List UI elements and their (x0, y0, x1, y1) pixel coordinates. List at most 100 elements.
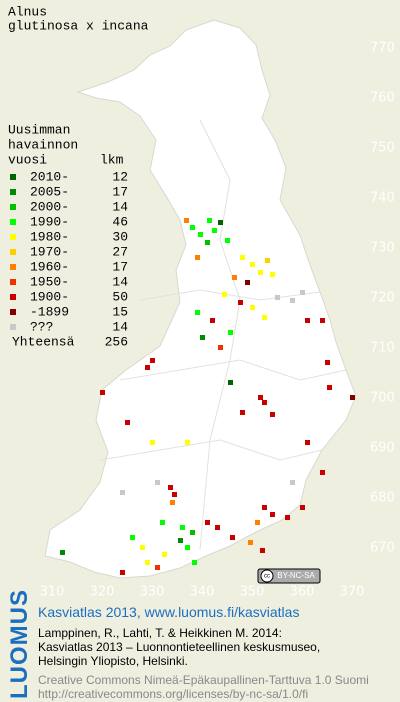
x-coordinate-label: 360 (290, 585, 315, 600)
occurrence-square (232, 275, 237, 280)
occurrence-square (290, 480, 295, 485)
occurrence-square (162, 552, 167, 557)
y-coordinate-label: 720 (370, 291, 395, 306)
legend-label: ??? (30, 319, 53, 334)
legend-total-label: Yhteensä (12, 334, 75, 349)
legend-label: 2000- (30, 199, 69, 214)
occurrence-square (218, 220, 223, 225)
occurrence-squares (60, 218, 355, 575)
legend-swatch (10, 324, 16, 330)
occurrence-square (200, 335, 205, 340)
occurrence-square (184, 218, 189, 223)
occurrence-square (260, 548, 265, 553)
y-coordinate-label: 750 (370, 141, 395, 156)
y-coordinate-label: 700 (370, 391, 395, 406)
occurrence-square (258, 270, 263, 275)
legend-label: 1950- (30, 274, 69, 289)
legend-label: 1970- (30, 244, 69, 259)
occurrence-square (180, 525, 185, 530)
occurrence-square (178, 538, 183, 543)
occurrence-square (210, 318, 215, 323)
citation: Kasviatlas 2013 – Luonnontieteellinen ke… (38, 640, 321, 654)
cc-badge: cc BY-NC-SA (257, 568, 321, 584)
x-coordinate-label: 370 (340, 585, 365, 600)
legend-count: 14 (112, 274, 128, 289)
occurrence-square (185, 545, 190, 550)
occurrence-square (212, 228, 217, 233)
occurrence-square (327, 385, 332, 390)
occurrence-square (168, 485, 173, 490)
occurrence-square (198, 232, 203, 237)
legend-count: 30 (112, 229, 128, 244)
occurrence-square (240, 410, 245, 415)
legend-heading: vuosi (8, 152, 47, 167)
citation: Helsingin Yliopisto, Helsinki. (38, 654, 188, 668)
title: glutinosa x incana (8, 18, 149, 33)
occurrence-square (130, 535, 135, 540)
legend-heading: havainnon (8, 137, 78, 152)
legend-swatch (10, 249, 16, 255)
legend-swatch (10, 264, 16, 270)
occurrence-square (270, 412, 275, 417)
occurrence-square (155, 480, 160, 485)
legend-count: 46 (112, 214, 128, 229)
legend-label: 1900- (30, 289, 69, 304)
occurrence-square (225, 238, 230, 243)
occurrence-square (125, 420, 130, 425)
occurrence-square (262, 315, 267, 320)
brand: LUOMUS (6, 589, 33, 699)
occurrence-square (320, 470, 325, 475)
y-coordinate-label: 710 (370, 341, 395, 356)
legend-swatch (10, 234, 16, 240)
occurrence-square (228, 330, 233, 335)
legend-swatch (10, 279, 16, 285)
legend-label: 1990- (30, 214, 69, 229)
link[interactable]: Kasviatlas 2013, www.luomus.fi/kasviatla… (38, 604, 300, 620)
occurrence-square (250, 305, 255, 310)
x-coordinate-label: 330 (140, 585, 165, 600)
occurrence-square (185, 440, 190, 445)
legend-swatch (10, 219, 16, 225)
occurrence-square (305, 440, 310, 445)
legend-swatch (10, 294, 16, 300)
finland-outline (44, 19, 357, 579)
occurrence-square (258, 395, 263, 400)
legend-swatch (10, 174, 16, 180)
occurrence-square (238, 300, 243, 305)
occurrence-square (250, 262, 255, 267)
license: http://creativecommons.org/licenses/by-n… (38, 687, 309, 701)
occurrence-square (275, 295, 280, 300)
y-coordinate-label: 760 (370, 91, 395, 106)
occurrence-square (207, 218, 212, 223)
occurrence-square (228, 380, 233, 385)
occurrence-square (150, 358, 155, 363)
occurrence-square (222, 292, 227, 297)
title: Alnus (8, 4, 47, 19)
occurrence-square (262, 505, 267, 510)
badge-text: BY-NC-SA (277, 571, 315, 580)
legend-heading: Uusimman (8, 122, 70, 137)
x-coordinate-label: 310 (40, 585, 65, 600)
legend-total: 256 (105, 334, 128, 349)
occurrence-square (255, 520, 260, 525)
occurrence-square (145, 560, 150, 565)
legend-count: 15 (112, 304, 128, 319)
occurrence-square (170, 500, 175, 505)
occurrence-square (230, 535, 235, 540)
occurrence-square (270, 512, 275, 517)
occurrence-square (218, 345, 223, 350)
occurrence-square (205, 520, 210, 525)
occurrence-square (190, 530, 195, 535)
legend-count: 14 (112, 199, 128, 214)
occurrence-square (100, 390, 105, 395)
occurrence-square (120, 490, 125, 495)
legend-label: -1899 (30, 304, 69, 319)
legend-count: 14 (112, 319, 128, 334)
x-coordinate-label: 340 (190, 585, 215, 600)
occurrence-square (325, 360, 330, 365)
occurrence-square (205, 240, 210, 245)
legend-count: 50 (112, 289, 128, 304)
occurrence-square (300, 505, 305, 510)
